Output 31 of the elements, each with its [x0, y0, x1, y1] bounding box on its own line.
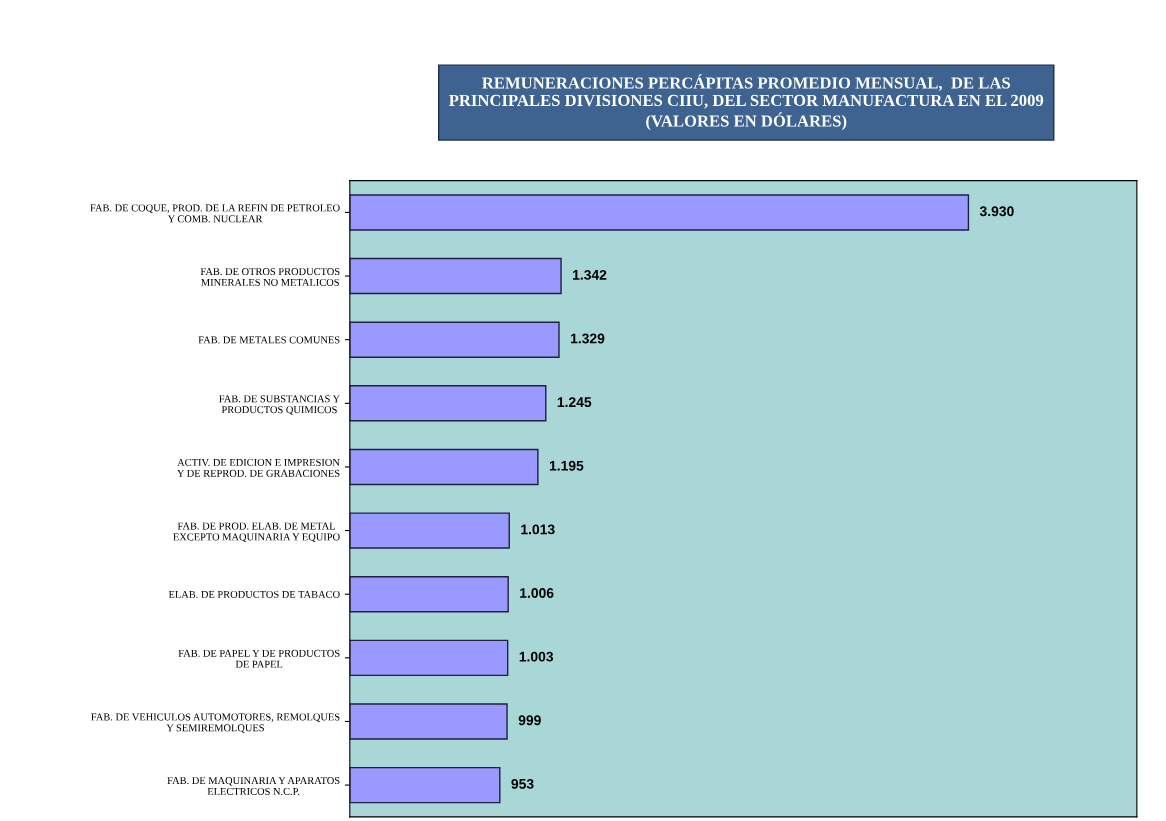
- chart-title: REMUNERACIONES PERCÁPITAS PROMEDIO MENSUAL, DE LAS PRINCIPALES DIVISIONES CIIU, DEL SECTOR MANUFACTURA EN EL 2009 (VALORES EN DÓLARES): [448, 74, 1044, 131]
- data-label: 1.003: [519, 651, 554, 662]
- bar: [349, 385, 547, 422]
- y-tick-label: ELAB. DE PRODUCTOS DE TABACO: [168, 590, 340, 598]
- y-tick-label: FAB. DE SUBSTANCIAS Y PRODUCTOS QUIMICOS: [219, 395, 340, 415]
- data-label: 999: [518, 715, 541, 726]
- bar: [349, 576, 509, 613]
- y-tick-label: ACTIV. DE EDICION E IMPRESION Y DE REPROD. DE GRABACIONES: [177, 458, 340, 477]
- bar: [349, 703, 508, 740]
- bar: [349, 639, 509, 677]
- y-tick-label: FAB. DE PAPEL Y DE PRODUCTOS DE PAPEL: [178, 649, 340, 668]
- data-label: 3.930: [979, 206, 1014, 217]
- bar: [349, 257, 562, 295]
- data-label: 1.245: [557, 397, 592, 408]
- data-label: 1.006: [520, 588, 554, 598]
- y-tick-label: FAB. DE OTROS PRODUCTOS MINERALES NO METALICOS: [200, 268, 340, 286]
- data-label: 1.195: [549, 460, 584, 471]
- bar: [349, 321, 560, 358]
- bar: [349, 512, 510, 549]
- y-tick-label: FAB. DE METALES COMUNES: [198, 336, 340, 344]
- bar: [349, 766, 501, 804]
- y-tick-label: FAB. DE PROD. ELAB. DE METAL EXCEPTO MAQUINARIA Y EQUIPO: [173, 522, 340, 543]
- y-tick-label: FAB. DE MAQUINARIA Y APARATOS ELECTRICOS N.C.P.: [167, 777, 340, 796]
- y-tick-label: FAB. DE VEHICULOS AUTOMOTORES, REMOLQUES Y SEMIREMOLQUES: [91, 713, 340, 733]
- bar: [349, 194, 970, 231]
- data-label: 1.013: [521, 524, 555, 535]
- data-label: 1.342: [573, 269, 607, 280]
- y-tick-label: FAB. DE COQUE, PROD. DE LA REFIN DE PETROLEO Y COMB. NUCLEAR: [90, 204, 340, 223]
- bar: [349, 448, 539, 486]
- data-label: 1.329: [570, 333, 605, 344]
- data-label: 953: [511, 778, 534, 789]
